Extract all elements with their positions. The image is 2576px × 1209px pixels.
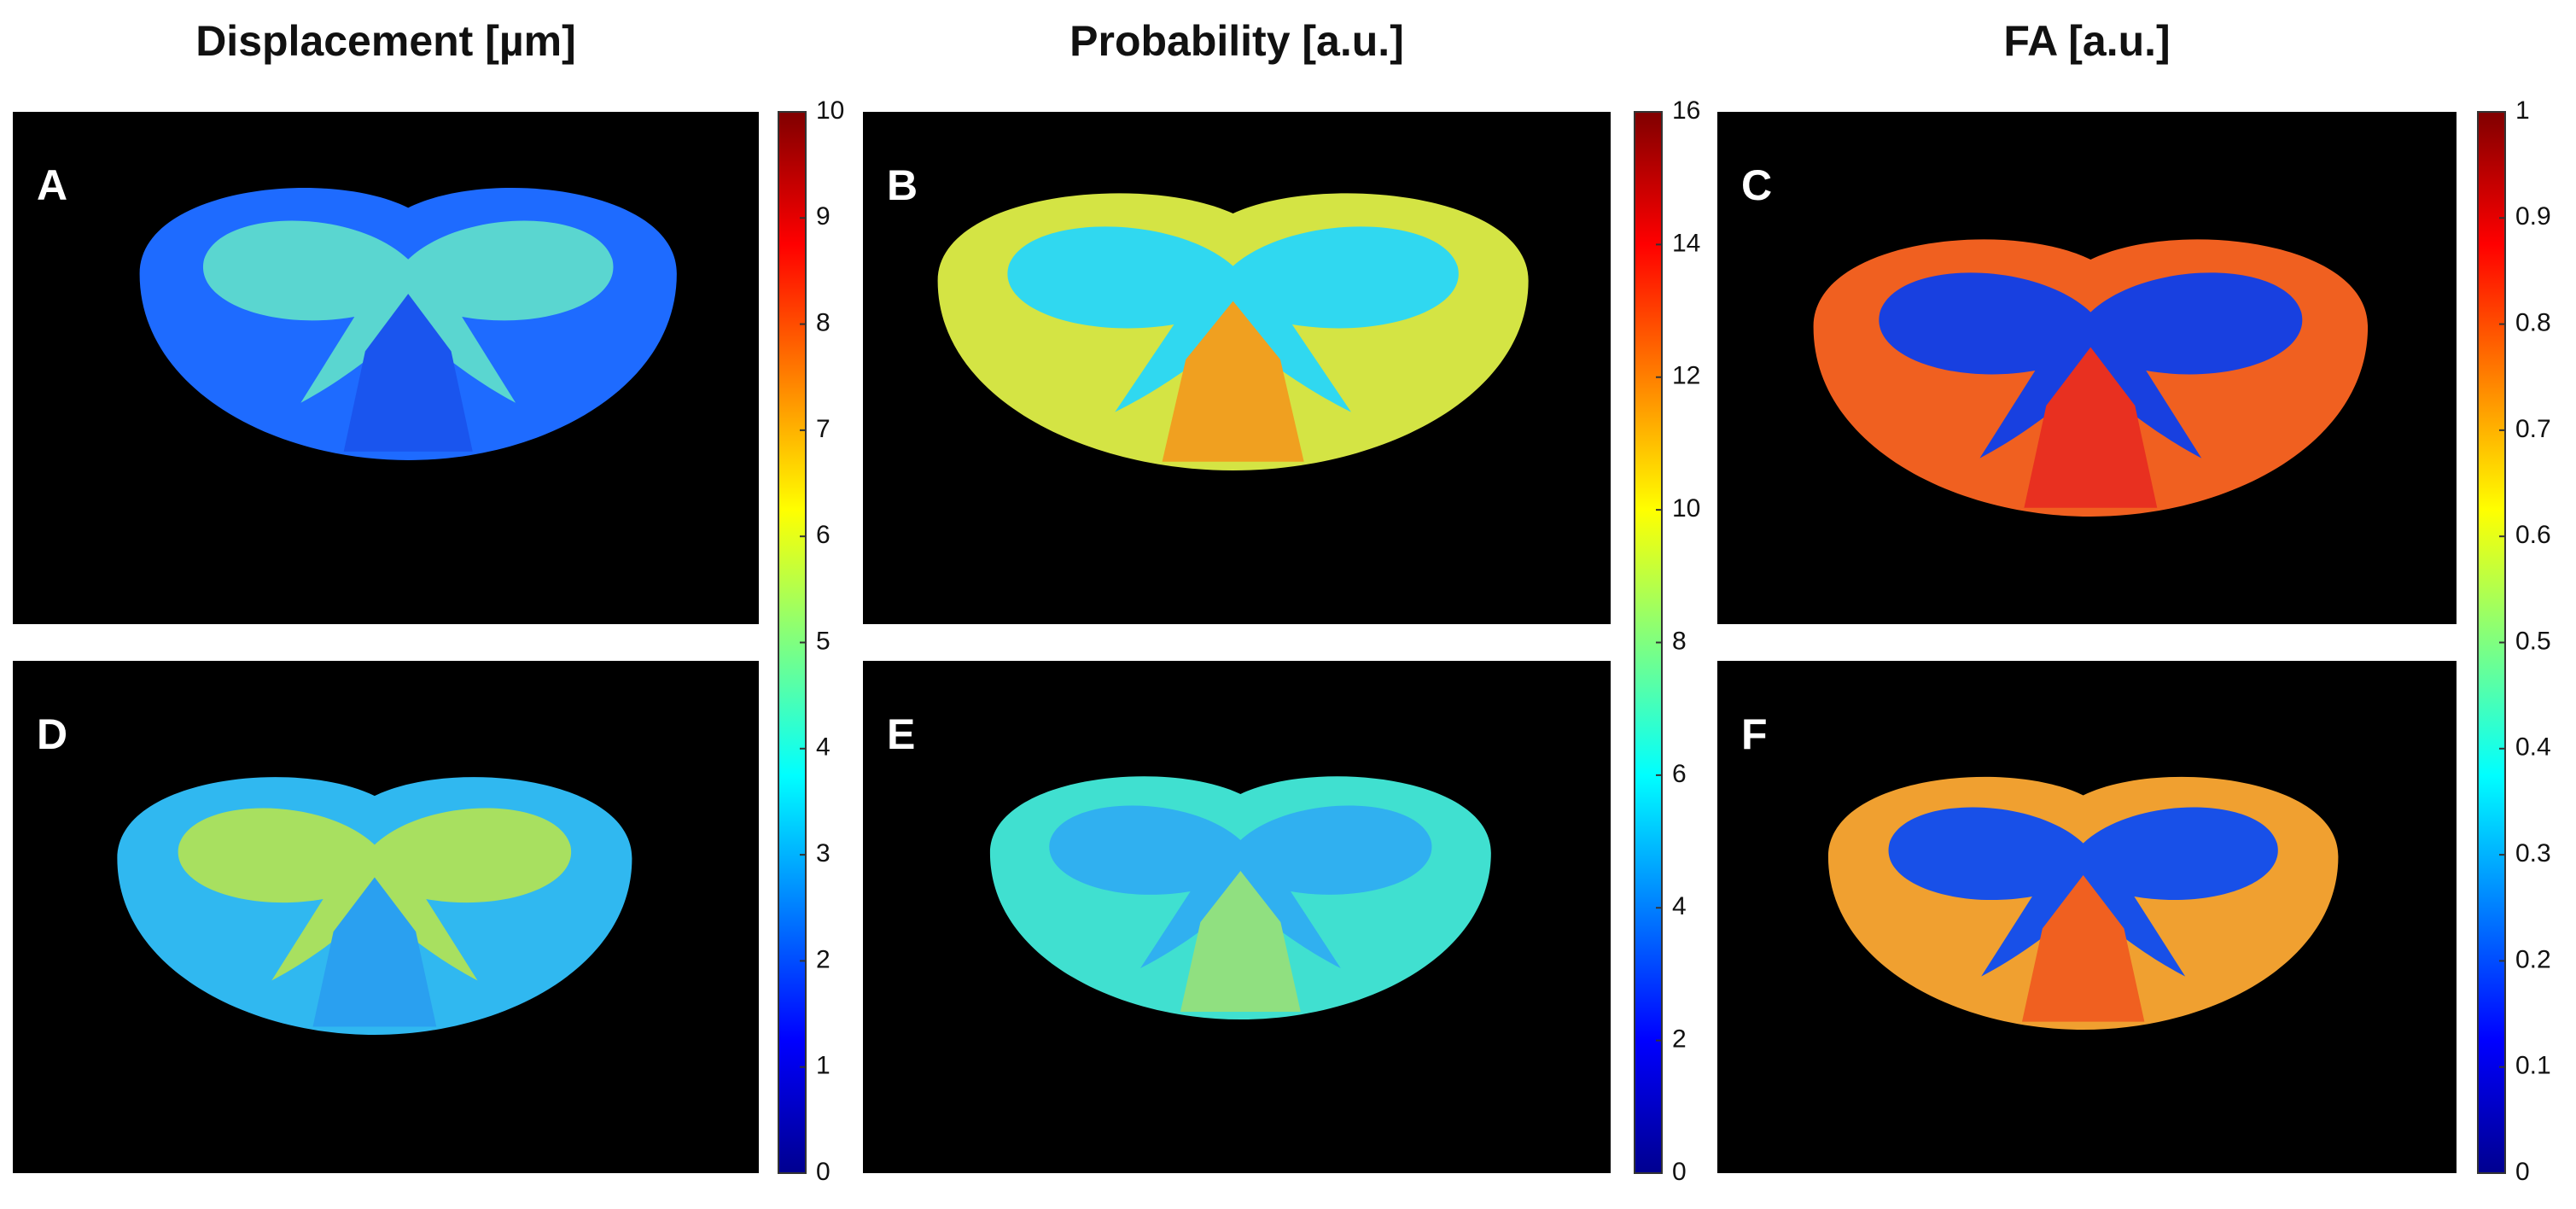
colorbar-tick-label: 16 <box>1672 96 1700 125</box>
colorbar-tick-label: 0.6 <box>2515 521 2551 549</box>
dorsal-column <box>343 294 473 452</box>
colorbar-tick-label: 10 <box>816 96 844 125</box>
colorbar-tick-label: 9 <box>816 202 830 231</box>
dorsal-column <box>312 877 437 1027</box>
colorbar-tick-label: 8 <box>816 309 830 337</box>
map-panel: B <box>863 112 1611 624</box>
panel-letter: B <box>887 161 918 209</box>
dorsal-column <box>2021 875 2145 1022</box>
colorbar-tick-label: 3 <box>816 839 830 867</box>
panel-letter: C <box>1741 161 1772 209</box>
map-panel: C <box>1717 112 2457 624</box>
panel-letter: A <box>37 161 67 209</box>
colorbar-tick-label: 6 <box>816 521 830 549</box>
colorbar-tick-label: 0.3 <box>2515 839 2551 867</box>
colorbar-tick-label: 12 <box>1672 362 1700 390</box>
column-title: Probability [a.u.] <box>1069 17 1404 65</box>
map-panel: E <box>863 661 1611 1173</box>
map-panel: A <box>13 112 759 624</box>
column-title: FA [a.u.] <box>2003 17 2170 65</box>
colorbar-tick-label: 0 <box>2515 1158 2530 1186</box>
colorbar-tick-label: 6 <box>1672 760 1687 788</box>
colorbar-tick-label: 10 <box>1672 494 1700 523</box>
colorbar-tick-label: 0 <box>816 1158 830 1186</box>
colorbar-tick-label: 0.5 <box>2515 627 2551 655</box>
colorbar-tick-label: 2 <box>816 945 830 973</box>
colorbar-tick-label: 4 <box>1672 892 1687 920</box>
colorbar-tick-label: 0.1 <box>2515 1052 2551 1080</box>
dorsal-column <box>2024 347 2158 508</box>
colorbar-tick-label: 0.2 <box>2515 945 2551 973</box>
map-panel: F <box>1717 661 2457 1173</box>
colorbar-tick-label: 2 <box>1672 1025 1687 1054</box>
colorbar-tick-label: 0.9 <box>2515 202 2551 231</box>
colorbar-tick-label: 0.7 <box>2515 415 2551 443</box>
colorbar-tick-label: 5 <box>816 627 830 655</box>
colorbar-tick-label: 14 <box>1672 229 1700 257</box>
colorbar-tick-label: 8 <box>1672 627 1687 655</box>
colorbar-tick-label: 0.8 <box>2515 309 2551 337</box>
dorsal-column <box>1162 301 1304 462</box>
colorbar-tick-label: 0 <box>1672 1158 1687 1186</box>
panel-letter: E <box>887 710 915 758</box>
panel-letter: D <box>37 710 67 758</box>
column-title: Displacement [µm] <box>195 17 576 65</box>
colorbar-tick-label: 0.4 <box>2515 733 2551 762</box>
colorbar-tick-label: 7 <box>816 415 830 443</box>
colorbar-tick-label: 1 <box>816 1052 830 1080</box>
map-panel: D <box>13 661 759 1173</box>
dorsal-column <box>1180 871 1301 1012</box>
panel-letter: F <box>1741 710 1768 758</box>
colorbar-tick-label: 1 <box>2515 96 2530 125</box>
colorbar-tick-label: 4 <box>816 733 830 762</box>
